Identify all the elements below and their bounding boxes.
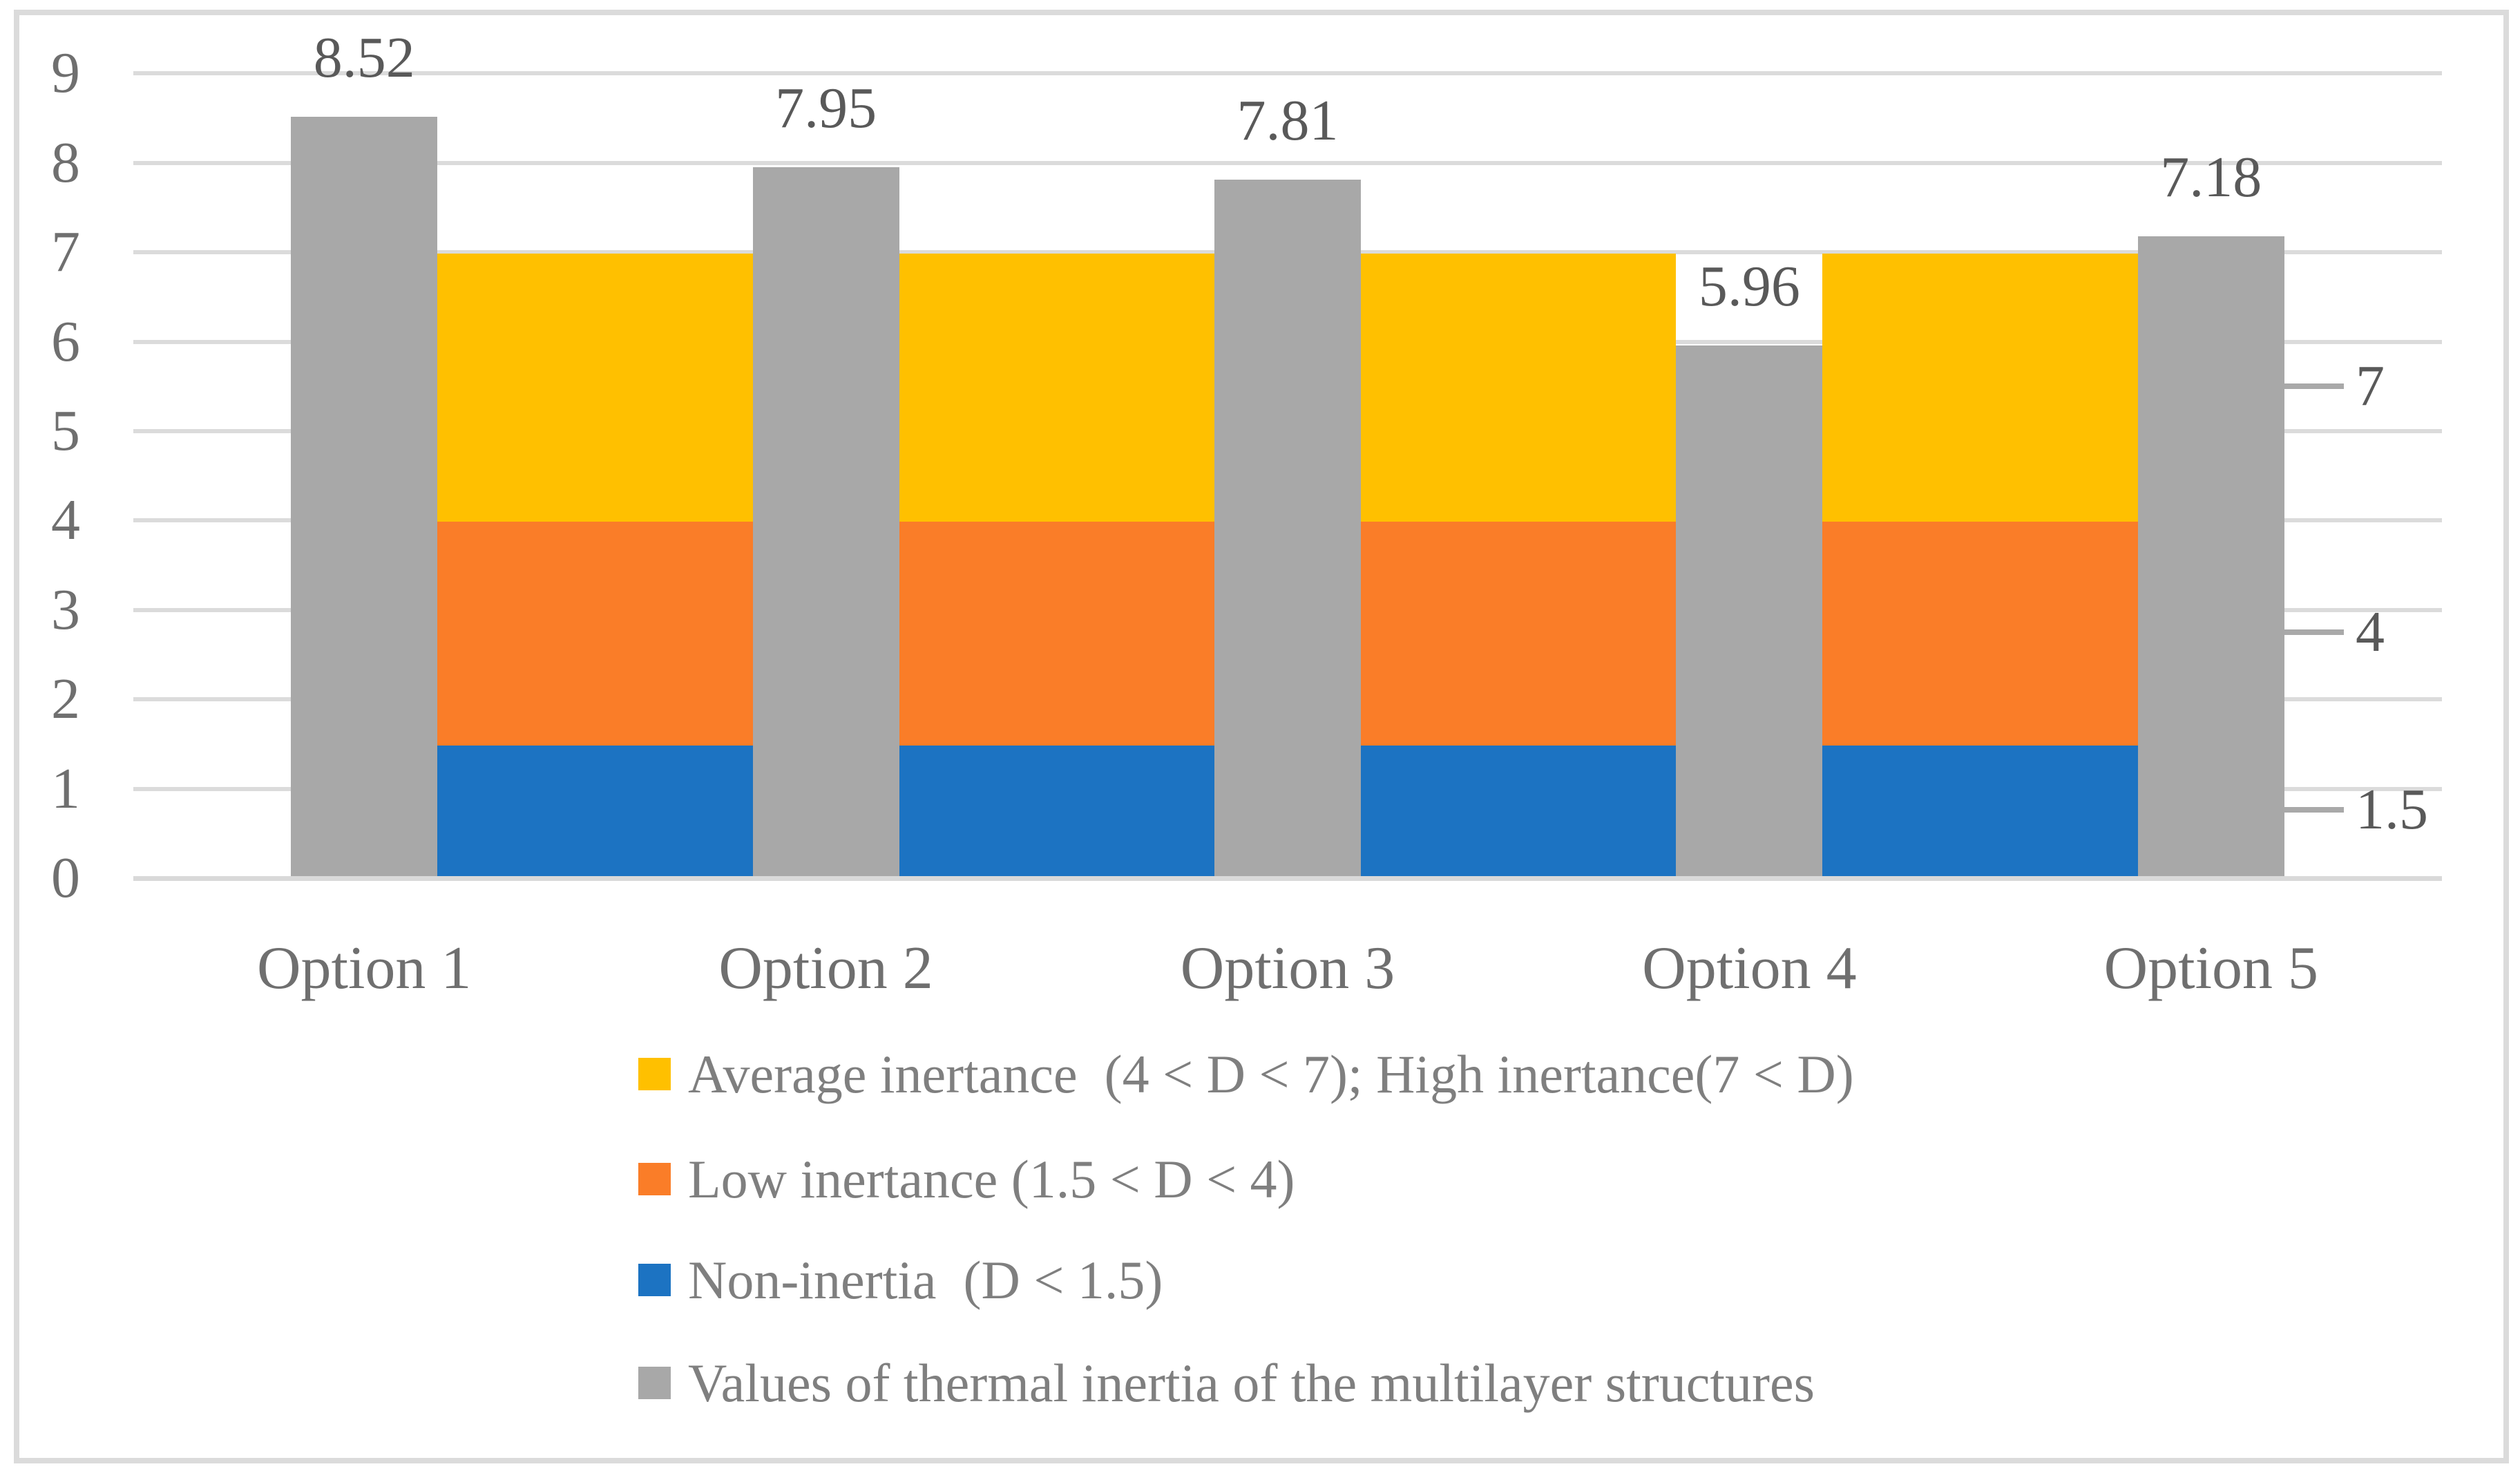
right-axis-label: 7 (2356, 354, 2385, 419)
legend-item-label: Values of thermal inertia of the multila… (688, 1353, 1815, 1413)
band-low-inertance (899, 522, 1214, 746)
y-axis-tick-label: 6 (51, 309, 80, 374)
y-axis-tick-label: 4 (51, 488, 80, 553)
x-category-label: Option 1 (256, 935, 472, 1002)
value-bar (752, 167, 899, 876)
band-average-inertance (1361, 254, 1677, 522)
legend-marker-swatch (638, 1163, 671, 1195)
y-axis-tick-label: 8 (51, 130, 80, 195)
band-non-inertia (1361, 745, 1677, 876)
x-axis-line (133, 876, 2442, 881)
y-gridline (133, 160, 2442, 165)
band-non-inertia (899, 745, 1214, 876)
legend-item-label: Low inertance (1.5 < D < 4) (688, 1149, 1295, 1209)
right-axis-label: 1.5 (2356, 777, 2428, 842)
value-bar (2137, 236, 2284, 876)
chart-outer-border (14, 10, 2509, 1463)
right-axis-tick (2284, 807, 2344, 813)
band-average-inertance (1822, 254, 2138, 522)
y-axis-tick-label: 0 (51, 846, 80, 910)
band-low-inertance (437, 522, 753, 746)
bar-value-label: 8.52 (313, 25, 415, 90)
band-low-inertance (1822, 522, 2138, 746)
band-non-inertia (1822, 745, 2138, 876)
legend-item-label: Average inertance (4 < D < 7); High iner… (688, 1044, 1854, 1104)
bar-value-label: 7.18 (2160, 144, 2262, 209)
x-category-label: Option 3 (1180, 935, 1395, 1002)
y-axis-tick-label: 7 (51, 220, 80, 285)
right-axis-tick (2284, 383, 2344, 390)
band-average-inertance (899, 254, 1214, 522)
right-axis-label: 4 (2356, 600, 2385, 665)
y-axis-tick-label: 2 (51, 667, 80, 732)
y-gridline (133, 71, 2442, 76)
band-average-inertance (437, 254, 753, 522)
band-low-inertance (1361, 522, 1677, 746)
bar-value-label: 7.95 (775, 76, 877, 141)
right-axis-tick (2284, 629, 2344, 636)
value-bar (1676, 345, 1823, 876)
y-axis-tick-label: 9 (51, 41, 80, 106)
y-axis-tick-label: 5 (51, 399, 80, 463)
y-axis-tick-label: 1 (51, 756, 80, 821)
band-non-inertia (437, 745, 753, 876)
bar-value-label: 7.81 (1237, 88, 1339, 153)
value-bar (291, 116, 438, 876)
legend-marker-swatch (638, 1264, 671, 1296)
legend-item-label: Non-inertia (D < 1.5) (688, 1250, 1163, 1310)
x-category-label: Option 2 (718, 935, 933, 1002)
legend-marker-swatch (638, 1058, 671, 1090)
bar-value-label: 5.96 (1698, 254, 1800, 319)
y-axis-tick-label: 3 (51, 577, 80, 642)
value-bar (1214, 180, 1361, 876)
x-category-label: Option 5 (2103, 935, 2319, 1002)
x-category-label: Option 4 (1642, 935, 1857, 1002)
legend-marker-swatch (638, 1367, 671, 1399)
